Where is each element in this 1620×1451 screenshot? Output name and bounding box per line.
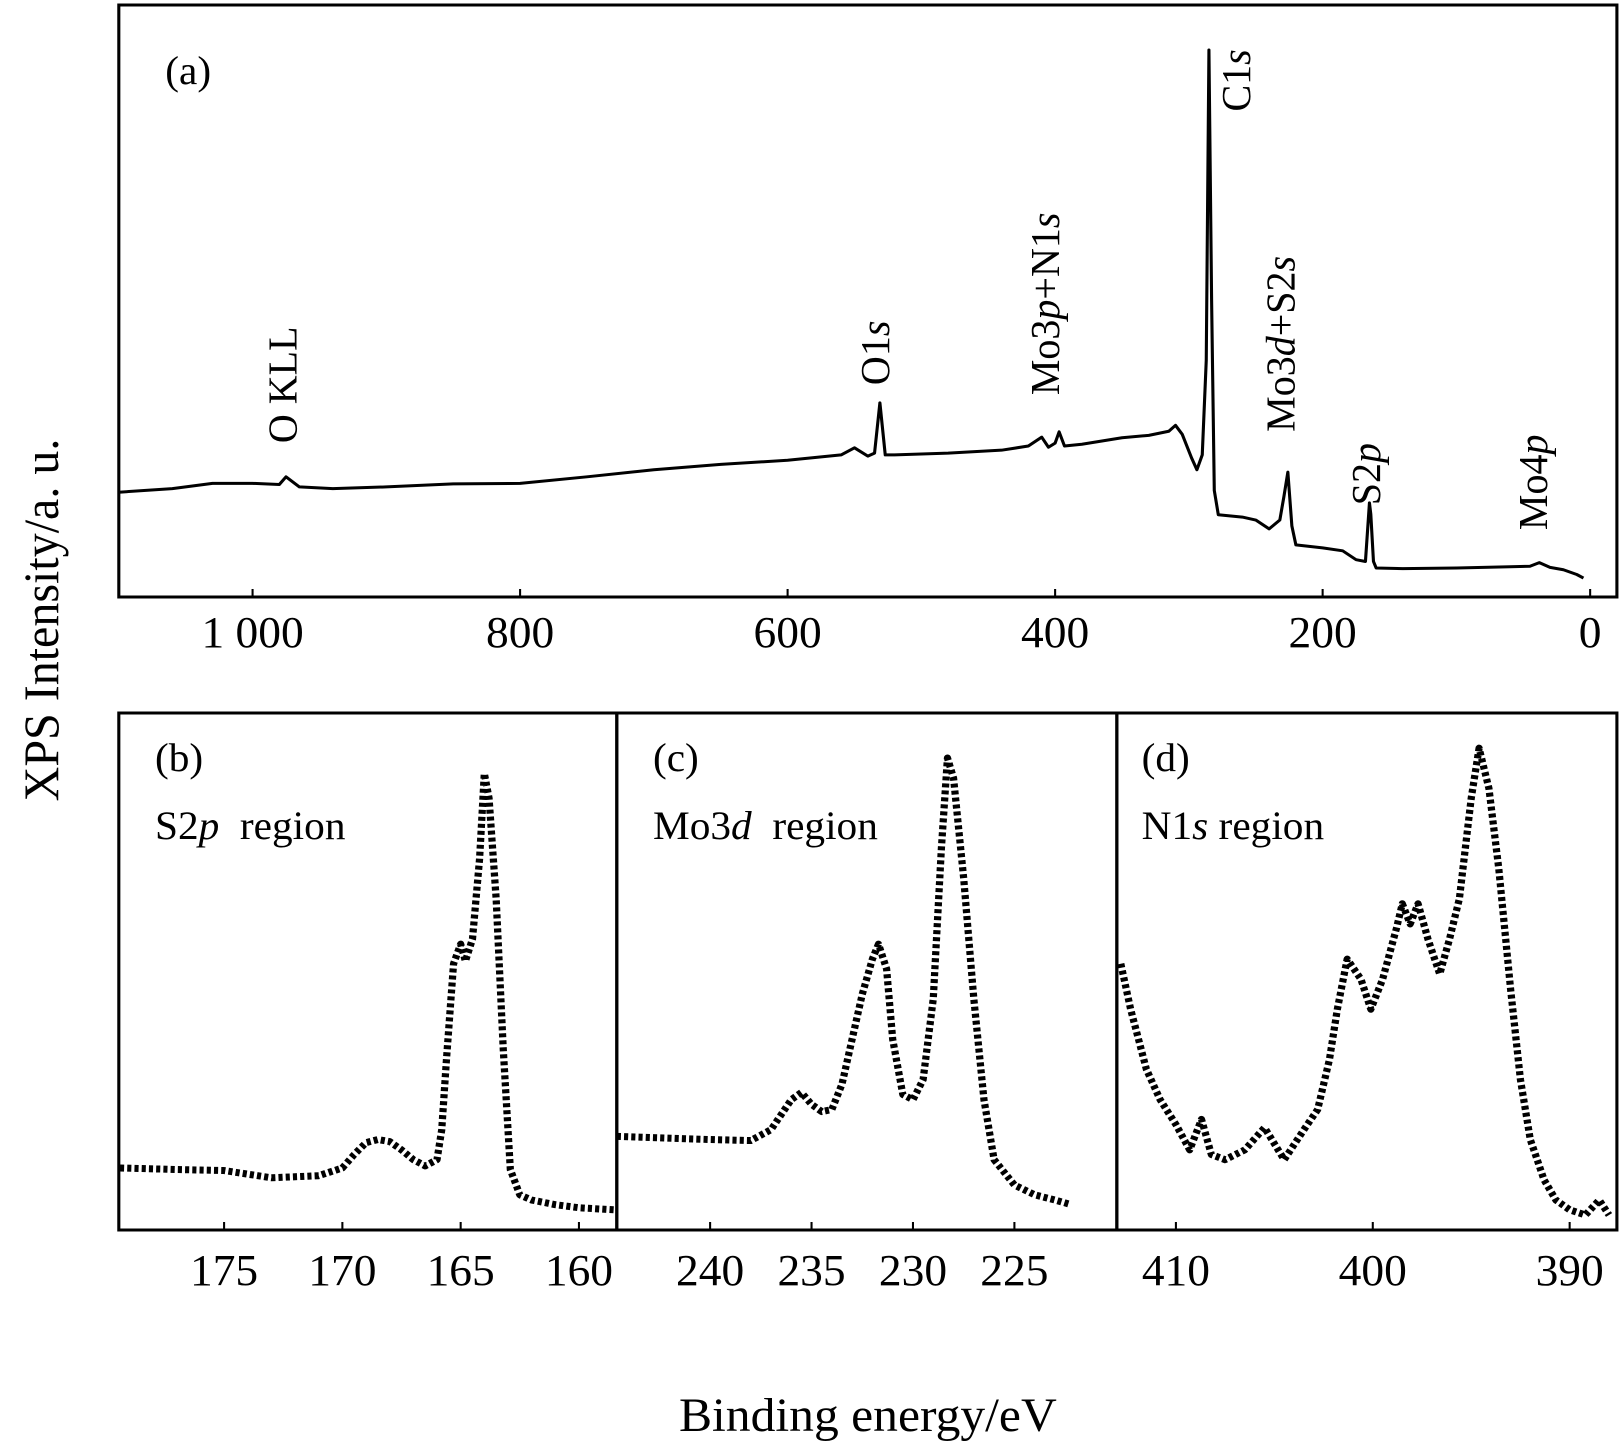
x-tick-label: 400 [1339,1246,1407,1295]
x-tick-label: 1 000 [201,608,303,657]
x-tick-label: 800 [486,608,554,657]
x-tick-label: 240 [676,1246,744,1295]
spectrum-line [616,754,1073,1209]
peak-annotation: O1s [853,321,899,385]
panel-label: (a) [165,49,211,93]
x-axis-label: Binding energy/eV [679,1389,1057,1442]
x-tick-label: 600 [754,608,822,657]
spectrum-line [1117,744,1613,1219]
plot-frame [1115,711,1619,1232]
x-tick-label: 235 [777,1246,845,1295]
x-tick-label: 170 [308,1246,376,1295]
x-tick-label: 200 [1289,608,1357,657]
peak-annotation: Mo3p+N1s [1023,213,1069,396]
panel-subtitle: N1s region [1142,804,1324,848]
x-tick-label: 160 [545,1246,613,1295]
plot-frame [117,3,1619,599]
panel-subtitle: S2p region [155,804,346,848]
peak-annotation: Mo4p [1511,435,1557,531]
x-tick-label: 0 [1579,608,1602,657]
spectrum-line [118,48,1585,580]
y-axis-label: XPS Intensity/a. u. [14,439,69,802]
peak-annotation: C1s [1214,49,1260,111]
x-tick-label: 165 [427,1246,495,1295]
x-tick-label: 410 [1142,1246,1210,1295]
panel-subtitle: Mo3d region [653,804,878,848]
peak-annotation: Mo3d+S2s [1258,256,1304,432]
plot-frame [117,711,619,1232]
panel-label: (c) [653,736,699,780]
panel-label: (d) [1142,736,1190,780]
x-tick-label: 390 [1536,1246,1604,1295]
peak-annotation: O KLL [260,326,306,443]
x-tick-label: 230 [879,1246,947,1295]
x-tick-label: 225 [980,1246,1048,1295]
panel-label: (b) [155,736,203,780]
x-tick-label: 175 [190,1246,258,1295]
peak-annotation: S2p [1344,443,1390,505]
spectrum-line [119,769,615,1214]
x-tick-label: 400 [1021,608,1089,657]
